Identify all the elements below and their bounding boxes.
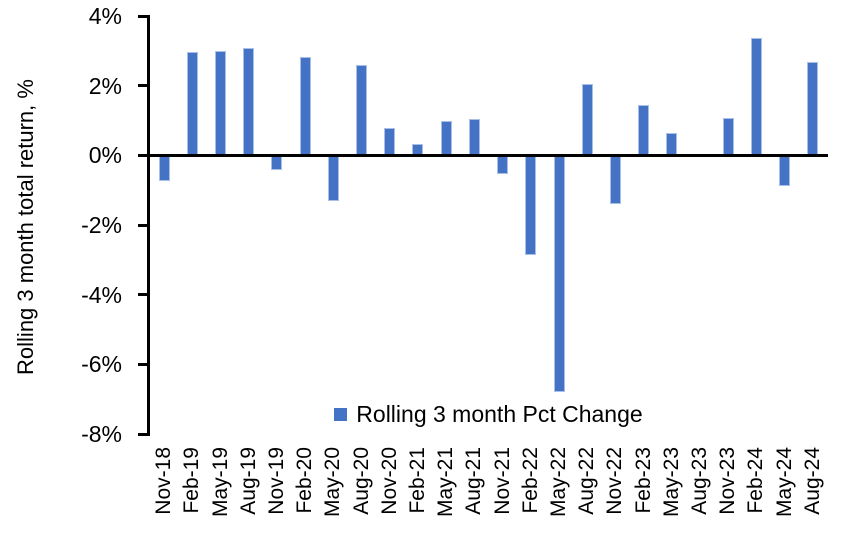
- bar-May-24: [779, 155, 791, 186]
- bar-Aug-21: [468, 118, 480, 156]
- x-axis-label: May-21: [434, 447, 458, 518]
- legend-marker-icon: [334, 408, 348, 421]
- bar-Nov-22: [609, 155, 621, 205]
- x-axis-label: Feb-19: [180, 447, 204, 514]
- y-axis-tick-mark: [138, 362, 147, 366]
- bar-Feb-19: [186, 51, 198, 156]
- bar-May-23: [666, 133, 678, 156]
- legend: Rolling 3 month Pct Change: [150, 401, 827, 428]
- bar-May-20: [327, 155, 339, 201]
- bar-Feb-20: [299, 56, 311, 156]
- bar-May-19: [215, 50, 227, 156]
- bar-Nov-20: [384, 128, 396, 156]
- bar-Nov-23: [722, 118, 734, 156]
- x-axis-label: Aug-21: [462, 447, 486, 515]
- bar-Nov-19: [271, 155, 283, 170]
- y-axis-tick-mark: [138, 293, 147, 297]
- x-axis-label: Nov-21: [490, 447, 514, 515]
- x-axis-label: Nov-20: [377, 447, 401, 515]
- legend-label: Rolling 3 month Pct Change: [356, 401, 643, 427]
- x-axis-label: Aug-19: [236, 447, 260, 515]
- y-axis-tick-mark: [138, 153, 147, 157]
- bar-Aug-20: [356, 65, 368, 156]
- y-axis-tick-label: -4%: [81, 281, 122, 308]
- bar-May-22: [553, 155, 565, 393]
- bar-Feb-22: [525, 155, 537, 255]
- y-axis-tick-label: -2%: [81, 212, 122, 238]
- x-axis-label: Aug-20: [349, 447, 373, 515]
- y-axis-tick-label: 0%: [88, 142, 122, 169]
- x-axis-label: Nov-22: [603, 447, 627, 515]
- x-axis-label: May-24: [772, 447, 796, 518]
- x-axis-label: Feb-20: [293, 447, 317, 514]
- bar-May-21: [440, 121, 452, 156]
- bar-Feb-23: [638, 105, 650, 156]
- x-axis-label: May-19: [208, 447, 232, 518]
- bar-Aug-19: [243, 48, 255, 156]
- bar-Feb-24: [750, 37, 762, 156]
- y-axis-tick-mark: [138, 84, 147, 88]
- bar-Nov-21: [497, 155, 509, 175]
- x-axis-label: Feb-21: [405, 447, 429, 514]
- y-axis-tick-label: -6%: [81, 351, 122, 378]
- x-axis-label: Nov-19: [264, 447, 288, 515]
- x-axis-label: Feb-22: [518, 447, 542, 514]
- x-axis-label: Aug-24: [800, 447, 824, 515]
- bar-Aug-22: [581, 83, 593, 156]
- x-axis-label: May-23: [659, 447, 683, 518]
- x-axis-label: Nov-18: [152, 447, 176, 515]
- y-axis-line: [147, 15, 150, 436]
- x-axis-label: Aug-22: [575, 447, 599, 515]
- x-axis-label: May-22: [547, 447, 571, 518]
- y-axis-tick-label: 2%: [88, 72, 122, 99]
- y-axis-tick-label: 4%: [88, 3, 122, 29]
- y-axis-tick-mark: [138, 14, 147, 18]
- y-axis-tick-mark: [138, 432, 147, 436]
- x-axis-label: May-20: [321, 447, 345, 518]
- x-axis-label: Feb-23: [631, 447, 655, 514]
- x-axis-label: Feb-24: [744, 447, 768, 514]
- x-axis-zero-line: [147, 153, 828, 157]
- bar-Aug-24: [807, 61, 819, 156]
- y-axis-tick-mark: [138, 223, 147, 227]
- x-axis-label: Aug-23: [688, 447, 712, 515]
- y-axis-tick-label: -8%: [81, 421, 122, 447]
- bar-Nov-18: [158, 155, 170, 181]
- x-axis-label: Nov-23: [716, 447, 740, 515]
